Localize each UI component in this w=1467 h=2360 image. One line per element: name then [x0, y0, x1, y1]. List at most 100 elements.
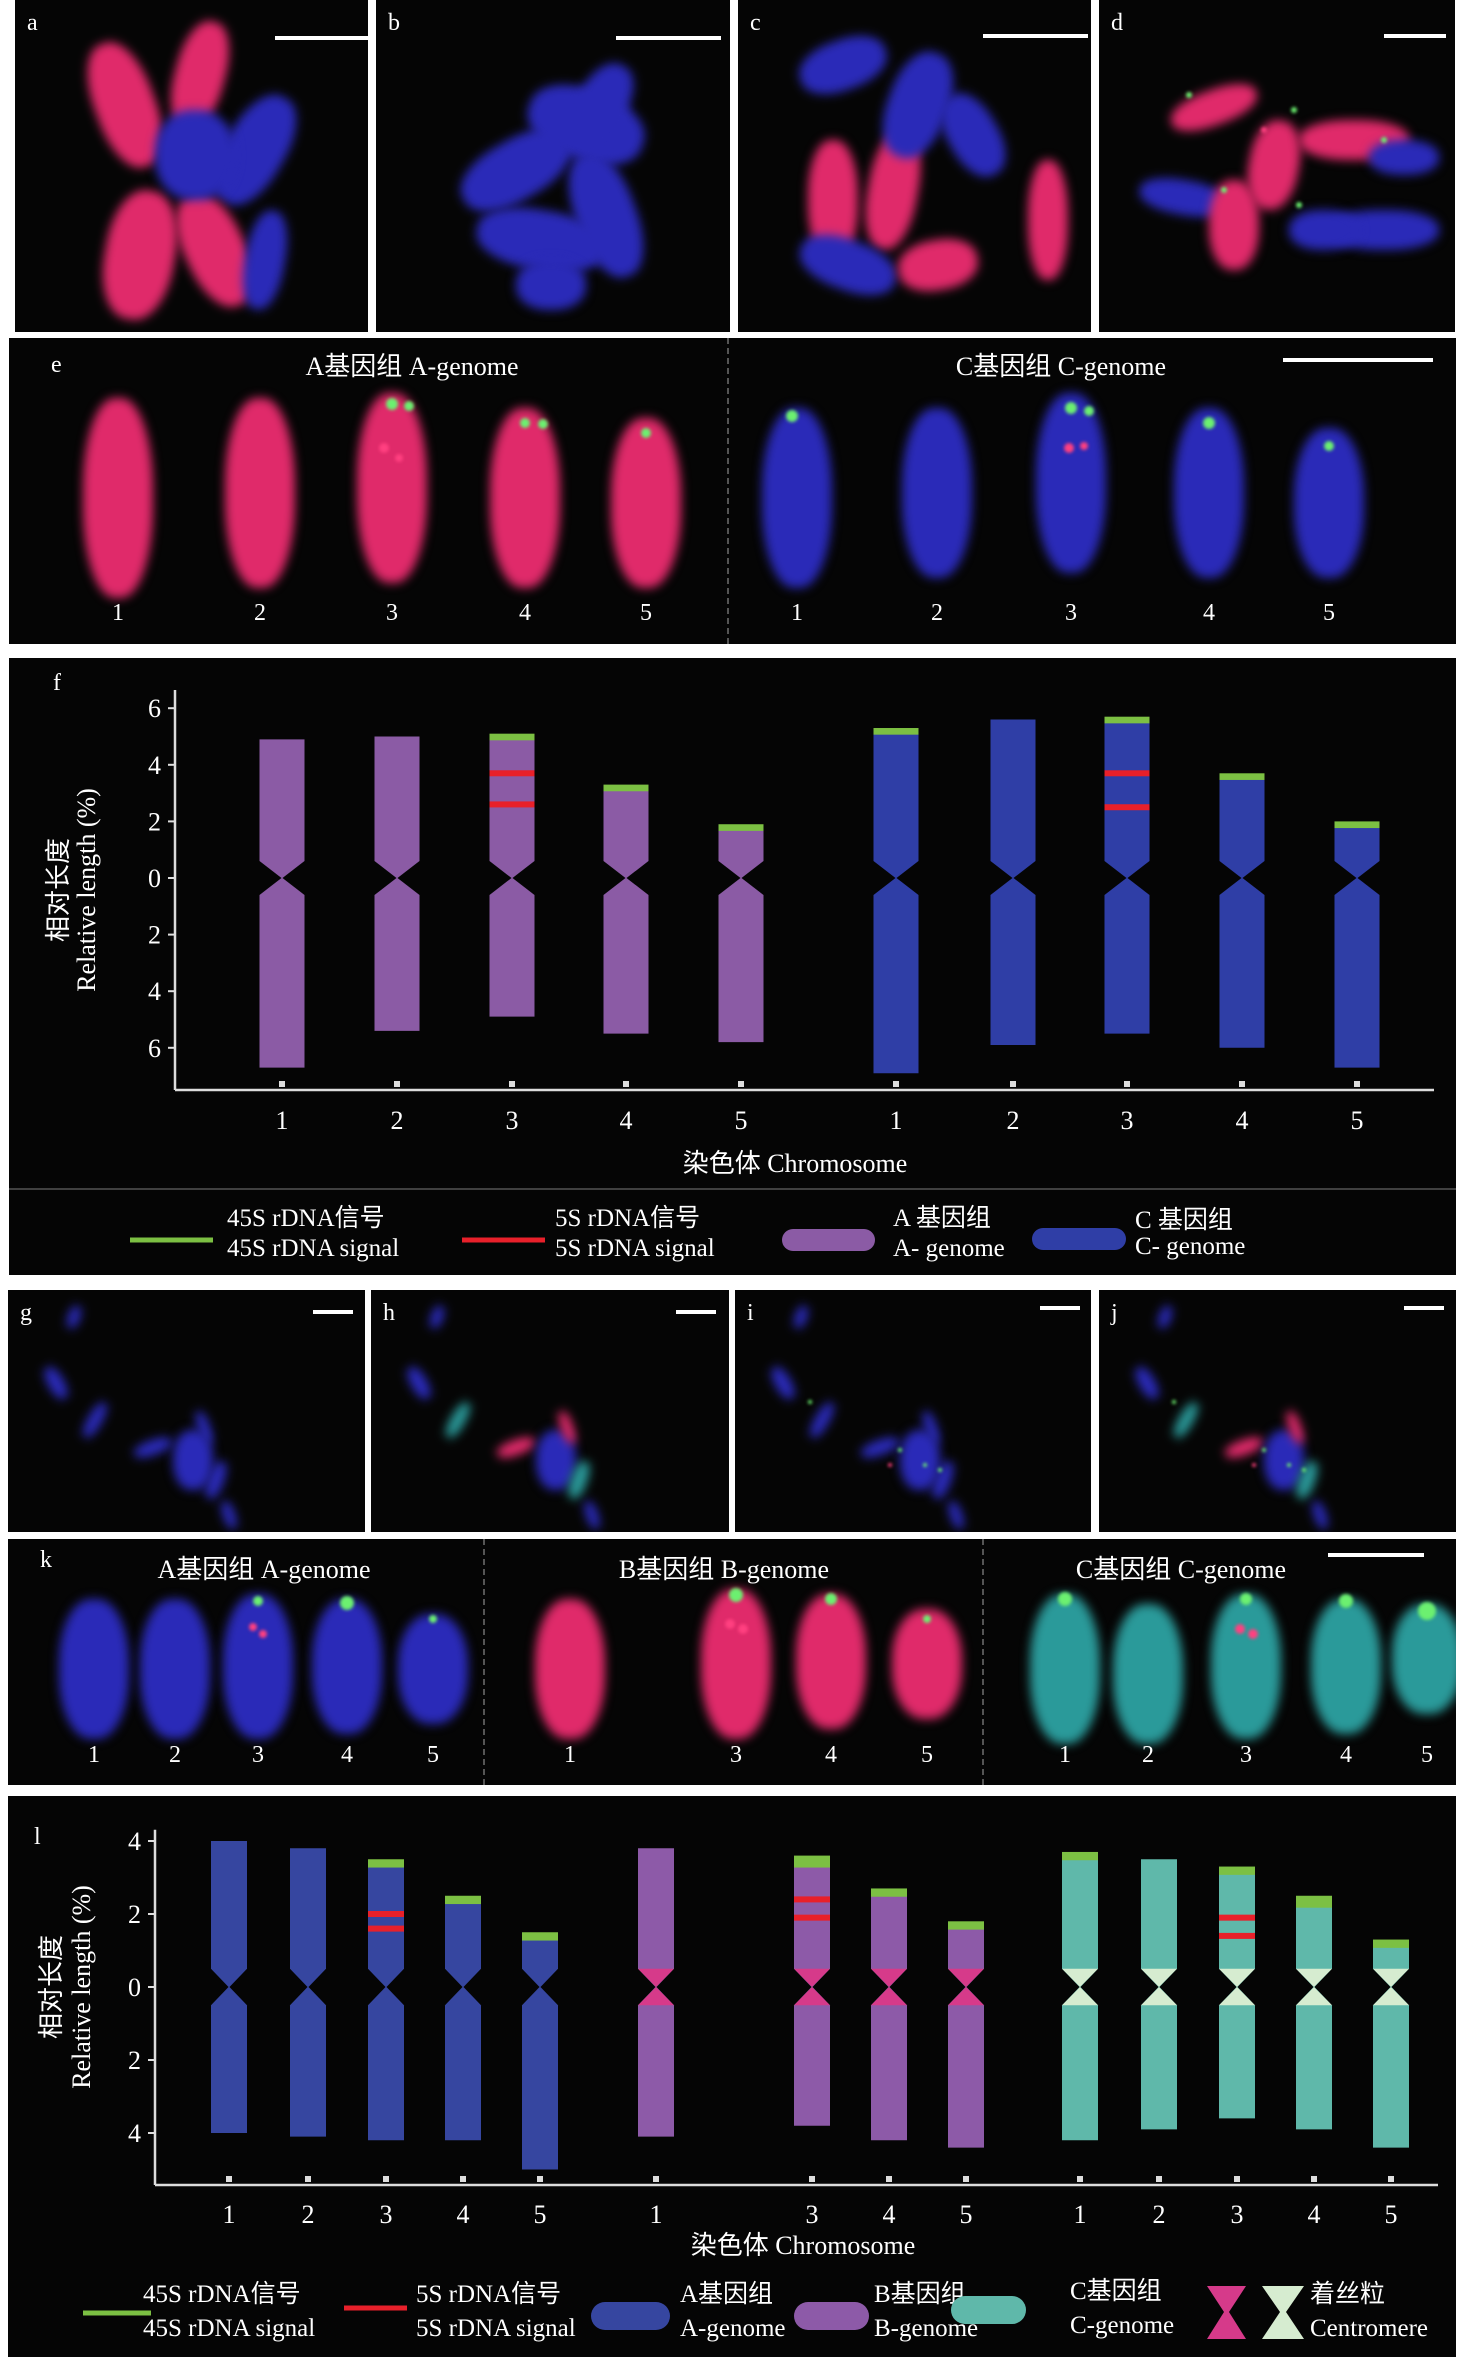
chromosome-number: 2 [169, 1742, 181, 1768]
signal-45s-band [871, 1888, 907, 1897]
x-tick-mark [1124, 1081, 1130, 1087]
fish-signal-dot [1084, 406, 1094, 416]
b-genome-label: B基因组 B-genome [618, 1555, 830, 1584]
chromosome-blob [131, 1433, 175, 1462]
centromere-mark [871, 1968, 907, 2006]
scale-bar [983, 34, 1088, 38]
chromosome [398, 1614, 468, 1724]
x-tick-mark [1156, 2176, 1162, 2182]
x-tick-mark [886, 2176, 892, 2182]
y-tick-label: 4 [128, 1827, 141, 1856]
centromere-mark [1141, 1968, 1177, 2006]
ideogram-l-svg: l 染色体 Chromosome 相对长度 Relative length (%… [34, 1824, 1438, 2342]
fish-signal-dot [1252, 1463, 1256, 1467]
y-tick-label: 0 [148, 864, 161, 893]
chromosome-blob [945, 1498, 967, 1532]
x-tick-label: 1 [223, 2200, 236, 2229]
legend-a-genome-swatch [591, 2302, 670, 2330]
y-tick-label: 4 [148, 751, 161, 780]
chromosome-number: 4 [1340, 1742, 1352, 1768]
chromosome-long-arm [1219, 878, 1265, 1048]
fish-signal-dot [1058, 1592, 1072, 1606]
chromosome-number: 1 [564, 1742, 576, 1768]
chromosome-long-arm [522, 1987, 558, 2170]
signal-5s-band [489, 801, 535, 808]
karyotype-e: e A基因组 A-genome C基因组 C-genome 1 2 3 4 5 1 2 3 4 5 [9, 338, 1456, 644]
y-tick-label: 0 [128, 1973, 141, 2002]
fish-signal-dot [1339, 1594, 1353, 1608]
chromosome-long-arm [638, 1987, 674, 2137]
fish-signal-dot [1248, 1629, 1258, 1639]
x-tick-mark [279, 1081, 285, 1087]
chromosome-number: 4 [341, 1742, 353, 1768]
chromosome [1030, 1594, 1100, 1744]
fish-signal-dot [1221, 187, 1227, 193]
c-genome-label: C基因组 C-genome [955, 352, 1167, 381]
fish-signal-dot [938, 1468, 942, 1472]
fish-signal-dot [786, 410, 798, 422]
chromosome [223, 1594, 293, 1739]
chromosome-short-arm [990, 719, 1036, 878]
chromosome-blob [581, 1498, 603, 1532]
chromosome-short-arm [1296, 1906, 1332, 1987]
signal-45s-band [1062, 1851, 1098, 1861]
chromosome-number: 2 [931, 600, 943, 626]
ideogram-chart-f: f 45S rDNA信号 45S rDNA signal 5S rDNA信号 5… [9, 658, 1456, 1275]
chromosome-long-arm [445, 1987, 481, 2141]
chromosome [140, 1599, 210, 1739]
chromosome [1211, 1594, 1281, 1739]
chromosome-blob [1369, 140, 1439, 175]
signal-45s-band [873, 728, 919, 735]
signal-45s-band [445, 1895, 481, 1905]
signal-5s-band [1104, 804, 1150, 811]
chromosome [1036, 393, 1106, 573]
fish-signal-dot [725, 1619, 735, 1629]
y-tick-label: 6 [148, 1034, 161, 1063]
chromosome [1174, 408, 1244, 578]
chromosome-short-arm [1334, 827, 1380, 878]
chromosome-number: 5 [921, 1742, 933, 1768]
chromosome-short-arm [873, 733, 919, 878]
centromere-mark [948, 1968, 984, 2006]
x-tick-label: 3 [506, 1106, 519, 1135]
centromere-mark [1062, 1968, 1098, 2006]
signal-5s-band [794, 1896, 830, 1903]
chromosome-number: 4 [519, 600, 531, 626]
y-axis-title-en: Relative length (%) [72, 788, 101, 992]
chromosome-long-arm [1219, 1987, 1255, 2119]
legend-centromere-c-icon [1262, 2286, 1304, 2339]
x-tick-mark [394, 1081, 400, 1087]
chromosome-number: 3 [252, 1742, 264, 1768]
y-tick-label: 2 [128, 2046, 141, 2075]
chromosome-blob [1289, 210, 1359, 250]
y-axis-title-cn: 相对长度 [44, 838, 73, 942]
x-tick-label: 4 [1236, 1106, 1249, 1135]
signal-45s-band [489, 733, 535, 741]
centromere-mark [1373, 1968, 1409, 2006]
fish-signal-dot [1065, 402, 1077, 414]
panel-label: h [383, 1300, 395, 1326]
chromosome-blob [403, 1363, 435, 1403]
y-tick-label: 2 [148, 807, 161, 836]
chromosome-number: 1 [791, 600, 803, 626]
scale-bar [676, 1310, 716, 1314]
x-axis-title: 染色体 Chromosome [691, 2231, 916, 2260]
chromosome-number: 3 [1240, 1742, 1252, 1768]
x-tick-label: 3 [1121, 1106, 1134, 1135]
scale-bar [1283, 358, 1433, 362]
x-tick-label: 1 [650, 2200, 663, 2229]
x-tick-mark [1234, 2176, 1240, 2182]
chromosome-long-arm [1334, 878, 1380, 1068]
x-tick-mark [653, 2176, 659, 2182]
chromosome-number: 1 [1059, 1742, 1071, 1768]
signal-45s-band [948, 1921, 984, 1930]
fish-signal-dot [253, 1596, 263, 1606]
x-tick-mark [383, 2176, 389, 2182]
legend-5s-cn: 5S rDNA信号 [555, 1204, 700, 1232]
chromosome-blob [1028, 160, 1068, 280]
chromosome-short-arm [290, 1848, 326, 1987]
legend-centromere-b-icon [1207, 2286, 1246, 2339]
chromosome [701, 1589, 771, 1739]
karyotype-k: k A基因组 A-genome B基因组 B-genome C基因组 C-gen… [8, 1539, 1456, 1785]
fish-signal-dot [538, 419, 548, 429]
